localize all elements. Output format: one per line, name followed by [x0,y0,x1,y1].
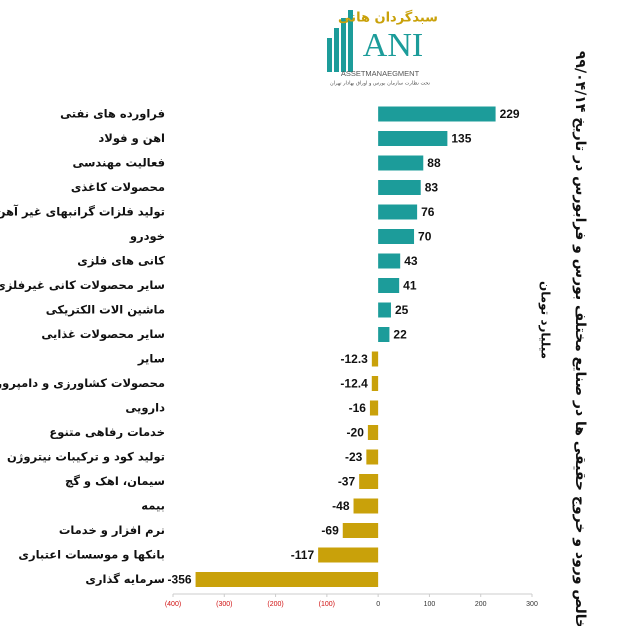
value-label: -12.3 [340,352,368,366]
value-label: 135 [451,132,471,146]
value-label: 83 [425,181,439,195]
bar [378,253,401,269]
bar [366,449,379,465]
bar [378,278,400,293]
category-label: اهن و فولاد [98,131,165,146]
logo-bar [327,38,332,72]
value-label: -16 [349,401,367,415]
value-label: 41 [403,279,417,293]
value-label: -20 [347,426,365,440]
x-tick-label: (200) [267,601,283,608]
bar [378,229,415,244]
value-label: 25 [395,303,409,317]
category-label: محصولات کاغذی [71,180,165,195]
category-label: تولید کود و ترکیبات نیتروژن [7,450,165,465]
value-label: 76 [421,205,435,219]
logo-note: تحت نظارت سازمان بورس و اوراق بهادار تهر… [330,81,431,87]
x-tick-label: 0 [376,601,380,608]
logo-bar [334,28,339,72]
category-label: تولید فلزات گرانبهای غیر آهن [0,205,165,220]
logo-sub: ASSETMANAEGMENT [341,69,420,78]
value-label: 22 [393,328,407,342]
value-label: -69 [321,524,339,538]
category-label: فعالیت مهندسی [72,156,165,170]
bar [353,498,379,514]
bar [359,474,379,489]
x-tick-label: (100) [319,601,335,608]
value-label: -12.4 [340,377,368,391]
logo-name: ANI [363,27,423,64]
category-label: فراورده های نفتی [60,107,165,122]
bar [378,155,424,171]
value-label: 229 [500,107,520,121]
chart-subtitle: میلیارد تومان [538,281,553,359]
x-tick-label: 300 [526,601,538,608]
bar [378,180,421,195]
bar [342,523,379,538]
chart-title: خالص ورود و خروج حقیقی ها در صنایع مختلف… [572,51,588,626]
bar [378,106,496,122]
x-tick-label: 200 [475,601,487,608]
value-label: 70 [418,230,432,244]
bar [367,425,379,440]
logo-brand: سبدگردان هانی [338,10,438,26]
x-tick-label: (400) [165,601,181,608]
category-label: دارویی [125,401,165,416]
category-label: سایر [137,352,165,366]
logo: سبدگردان هانی ANI ASSETMANAEGMENT تحت نظ… [327,10,438,87]
bar [195,572,379,587]
bar [378,204,418,220]
category-label: خدمات رفاهی متنوع [49,425,165,440]
bar [369,400,379,416]
bar [378,131,448,146]
category-label: کانی های فلزی [77,254,165,268]
value-label: 43 [404,254,418,268]
value-label: -117 [291,548,315,562]
value-label: -37 [338,475,356,489]
category-label: سایر محصولات کانی غیرفلزی [0,278,165,293]
value-label: 88 [427,156,441,170]
bar [371,376,379,391]
value-label: -23 [345,450,363,464]
category-label: نرم افزار و خدمات [59,523,165,538]
category-label: سیمان، اهک و گچ [65,474,165,489]
value-label: -48 [332,499,350,513]
category-label: بانکها و موسسات اعتباری [18,548,165,563]
category-label: خودرو [129,229,165,244]
x-tick-label: 100 [424,601,436,608]
category-label: سرمایه گذاری [85,572,165,586]
bar [378,302,391,318]
category-label: بیمه [141,499,165,513]
logo-bar [348,10,353,72]
value-label: -356 [168,573,192,587]
logo-bar [341,18,346,72]
category-label: ماشین الات الکتریکی [46,303,165,317]
bar [378,327,390,342]
bar [318,547,379,563]
bar [371,351,379,367]
x-tick-label: (300) [216,601,232,608]
category-label: محصولات کشاورزی و دامپروری [0,376,165,391]
category-label: سایر محصولات غذایی [41,327,165,342]
